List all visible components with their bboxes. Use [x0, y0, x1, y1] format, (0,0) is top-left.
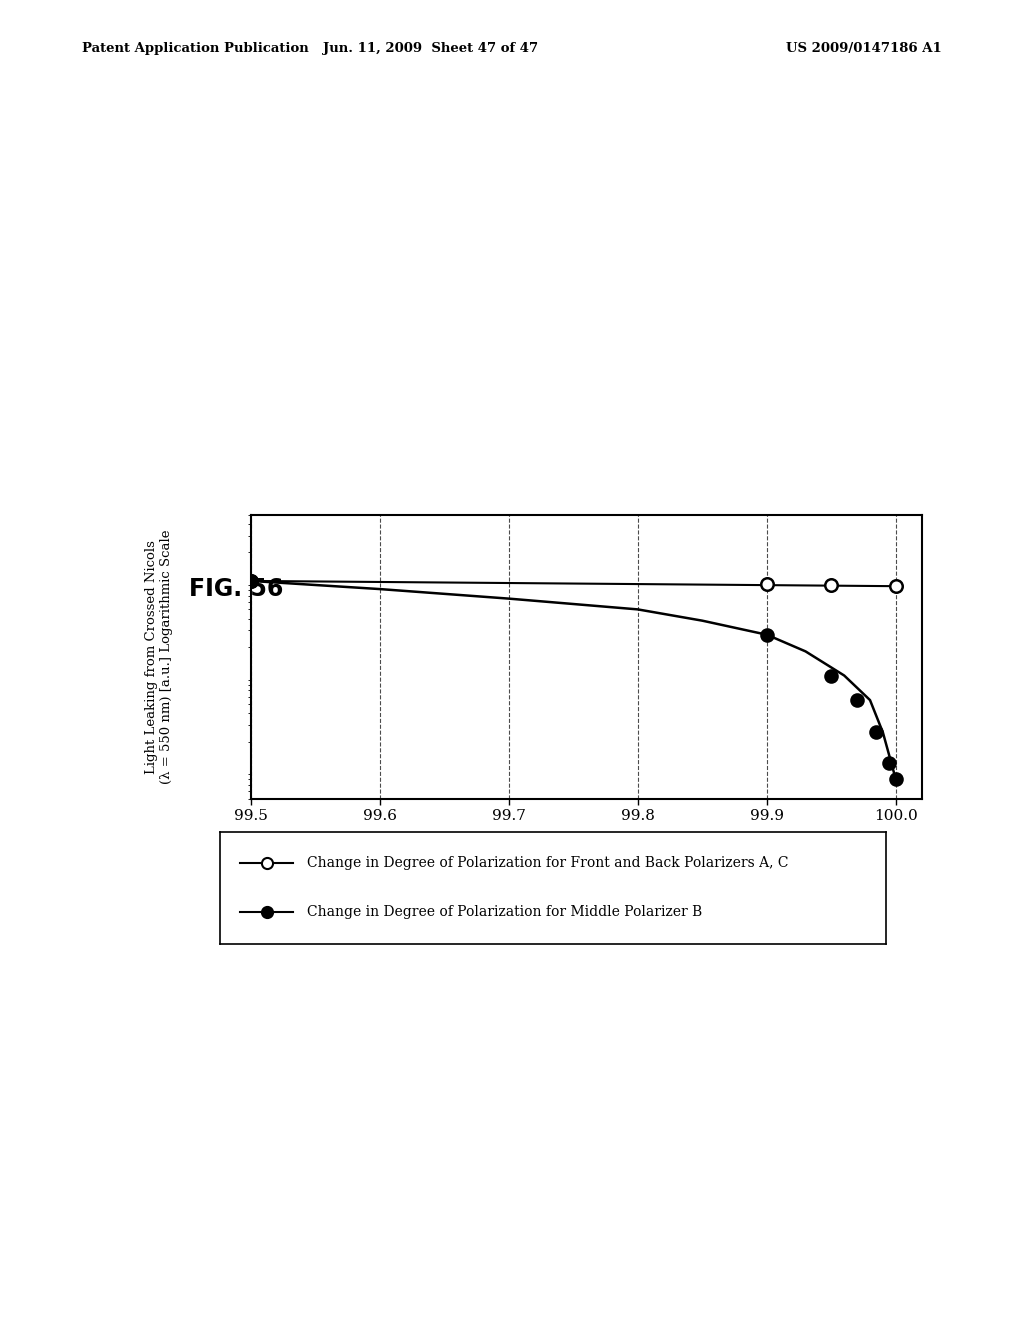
X-axis label: Degree of Polarization [%]: Degree of Polarization [%] [475, 834, 697, 851]
Text: FIG. 56: FIG. 56 [189, 577, 284, 601]
Text: Change in Degree of Polarization for Middle Polarizer B: Change in Degree of Polarization for Mid… [307, 906, 701, 920]
Text: Patent Application Publication: Patent Application Publication [82, 42, 308, 55]
Text: Change in Degree of Polarization for Front and Back Polarizers A, C: Change in Degree of Polarization for Fro… [307, 855, 788, 870]
Text: Light Leaking from Crossed Nicols
(λ = 550 nm) [a.u.] Logarithmic Scale: Light Leaking from Crossed Nicols (λ = 5… [144, 529, 173, 784]
Text: Jun. 11, 2009  Sheet 47 of 47: Jun. 11, 2009 Sheet 47 of 47 [323, 42, 538, 55]
Text: US 2009/0147186 A1: US 2009/0147186 A1 [786, 42, 942, 55]
